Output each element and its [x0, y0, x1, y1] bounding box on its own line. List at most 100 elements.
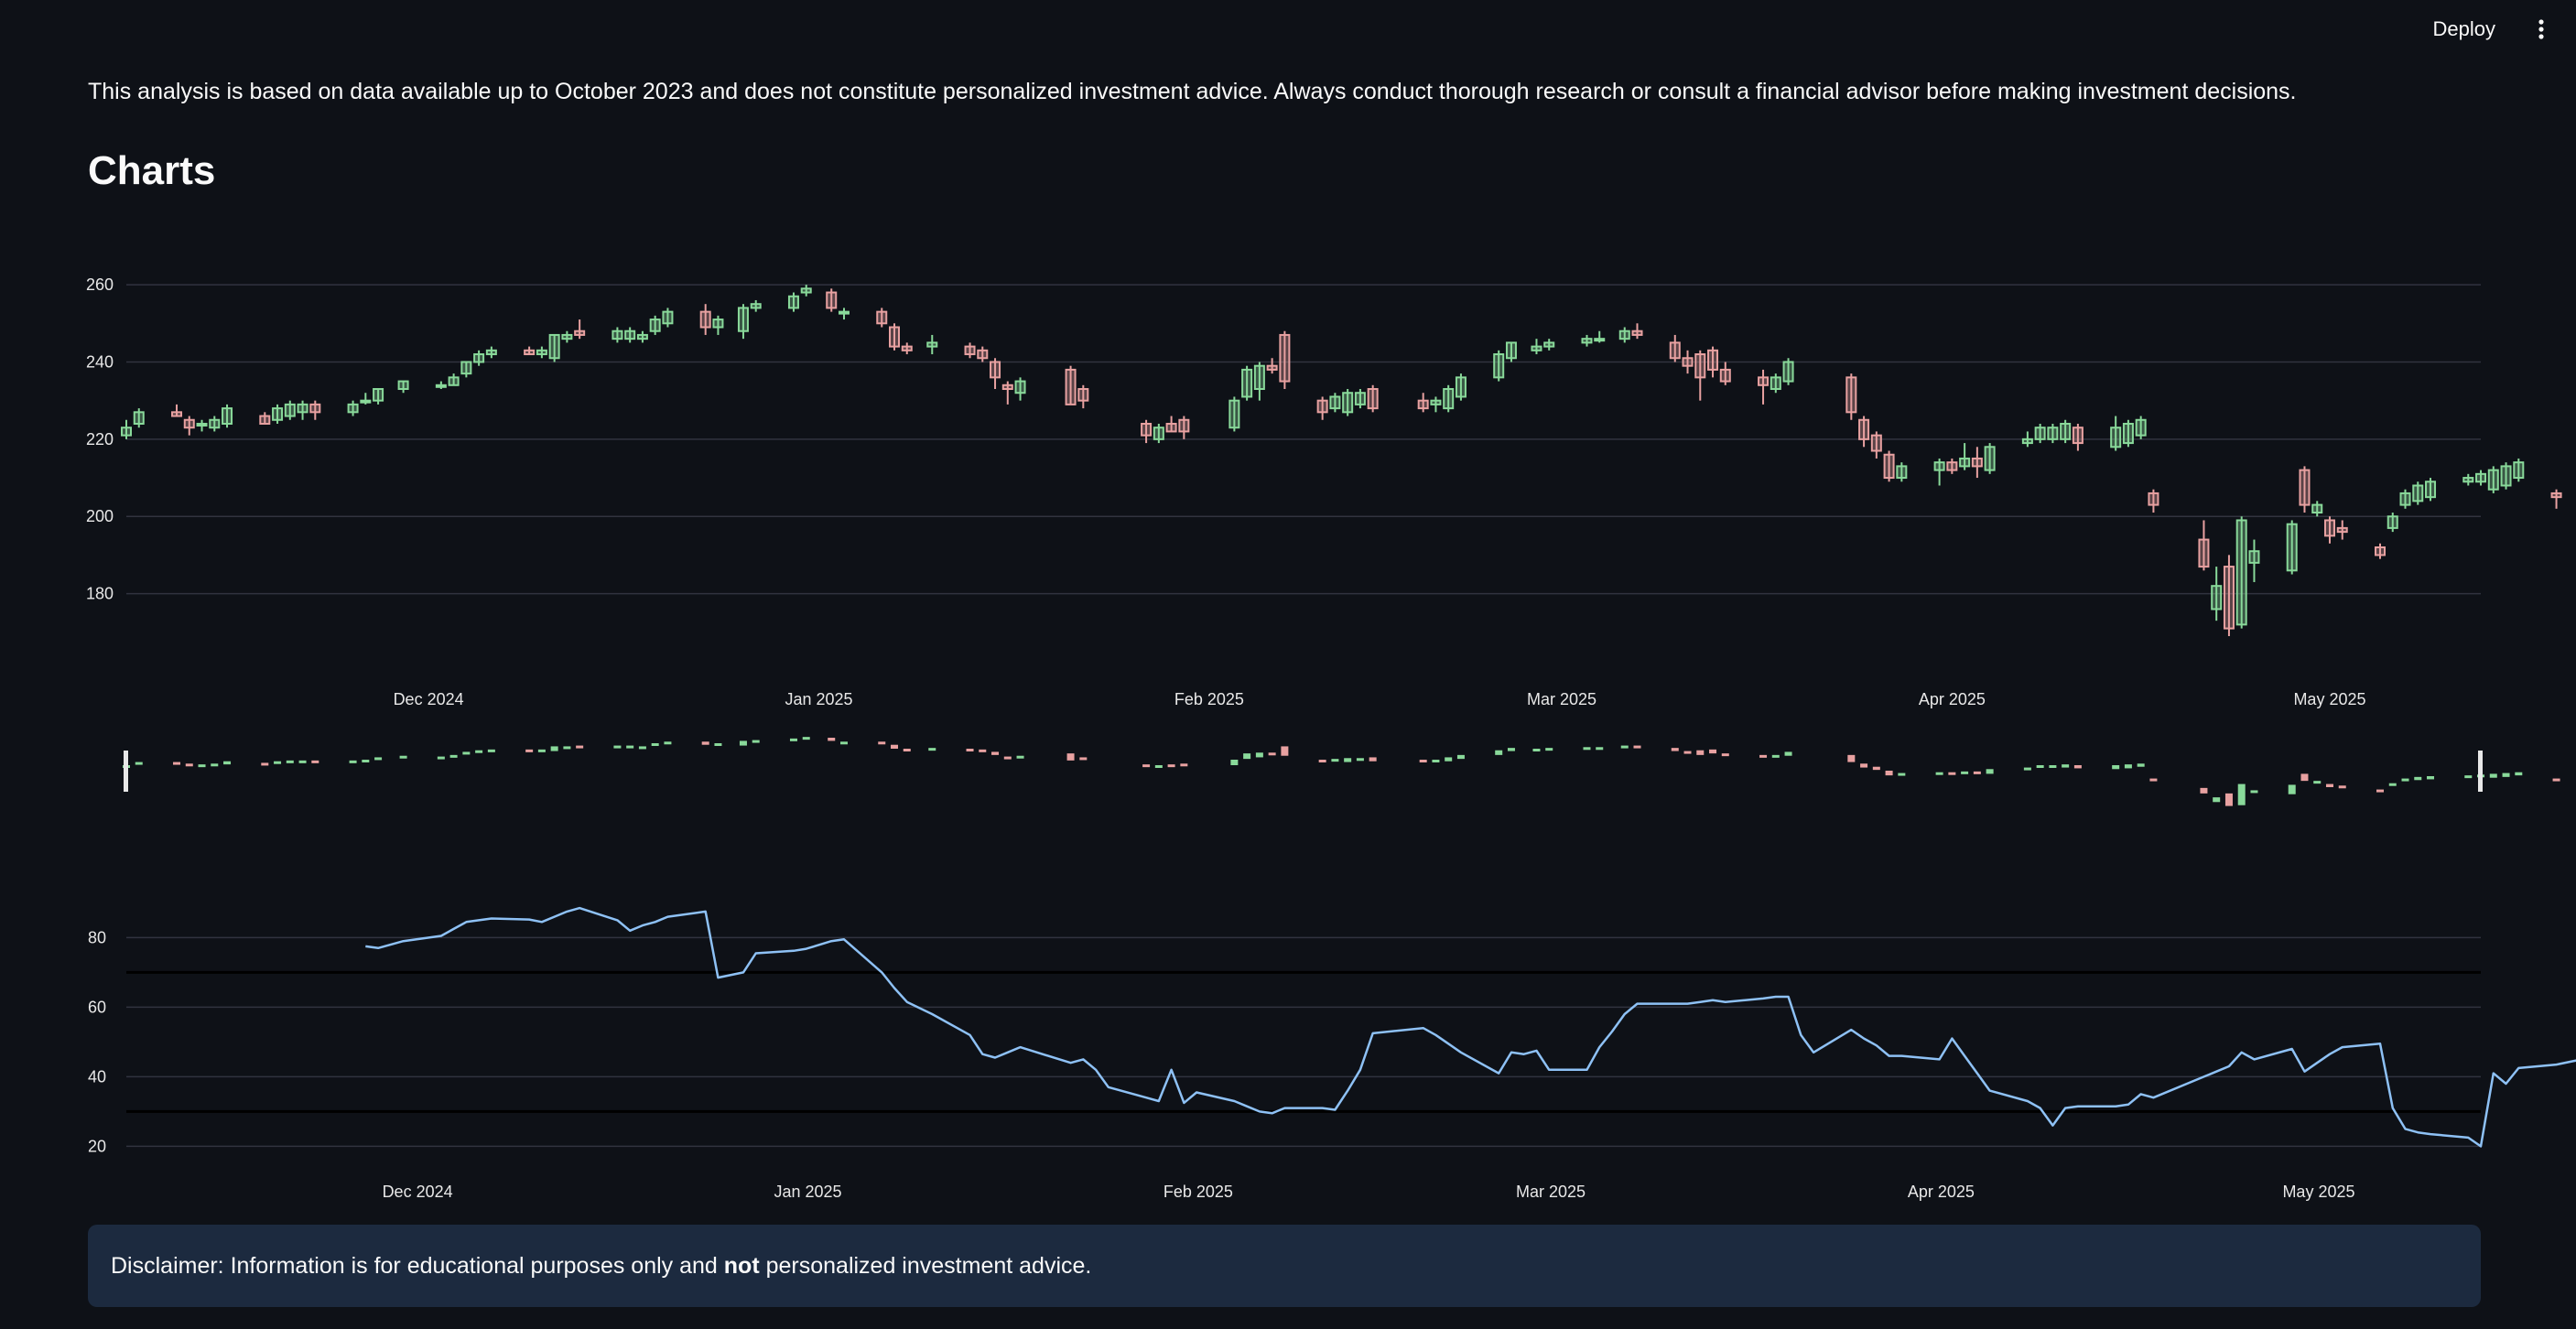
candlestick [1266, 358, 1278, 374]
candlestick [2550, 489, 2562, 509]
range-slider-mini-candle [286, 760, 294, 763]
candlestick [2286, 520, 2298, 575]
range-slider-mini-candle [664, 741, 672, 745]
range-slider-mini-candle [638, 746, 646, 750]
range-slider-mini-candle [1948, 772, 1956, 775]
range-slider-mini-candle [701, 741, 709, 745]
candlestick [1594, 330, 1606, 343]
range-slider-mini-candle [1885, 771, 1893, 776]
candlestick [2148, 489, 2159, 513]
candlestick [1253, 362, 1265, 401]
disclaimer-text: Disclaimer: Information is for education… [111, 1253, 1091, 1280]
range-slider-mini-candle [1872, 766, 1880, 771]
candlestick [1493, 350, 1505, 382]
range-slider-preview[interactable] [123, 737, 2576, 806]
candlestick [1430, 396, 1442, 413]
candlestick-x-tick-label: Dec 2024 [394, 690, 464, 708]
range-slider-mini-candle [1961, 771, 1969, 774]
range-slider-mini-candle [311, 760, 319, 763]
candlestick [1618, 327, 1630, 343]
disclaimer-emphasis: not [723, 1252, 760, 1279]
vertical-ellipsis-icon[interactable] [2525, 13, 2558, 46]
candlestick [1316, 396, 1328, 420]
range-slider-mini-candle [1495, 750, 1503, 755]
deploy-button[interactable]: Deploy [2419, 10, 2510, 49]
candlestick [347, 400, 359, 416]
range-slider-mini-candle [1456, 754, 1465, 760]
top-toolbar: Deploy [2419, 0, 2576, 59]
candlestick [926, 334, 938, 355]
candlestick [448, 373, 460, 386]
candlestick [1543, 339, 1555, 351]
rsi-x-tick-label: Apr 2025 [1908, 1183, 1975, 1201]
range-slider-mini-candle [2250, 790, 2258, 794]
candlestick [2110, 416, 2122, 451]
range-slider-mini-candle [1633, 745, 1641, 749]
rsi-y-axis: 20 40 60 80 [88, 928, 106, 1155]
candlestick-x-tick-label: Jan 2025 [785, 690, 852, 708]
rsi-gridlines [126, 936, 2481, 1148]
candlestick [1241, 365, 1253, 401]
range-slider-mini-candle [2427, 776, 2435, 780]
range-slider-mini-candle [1683, 751, 1692, 754]
candlestick-x-tick-label: Feb 2025 [1174, 690, 1244, 708]
candlestick [2198, 520, 2210, 571]
range-slider-mini-candle [1432, 760, 1440, 762]
candlestick [272, 404, 284, 424]
vertical-ellipsis-glyph [2538, 19, 2544, 39]
candlestick [1443, 384, 1455, 413]
candlestick [2311, 501, 2323, 517]
rsi-x-tick-label: Jan 2025 [774, 1183, 841, 1201]
range-slider-mini-candle [1369, 757, 1377, 762]
range-slider-mini-candle [2489, 773, 2497, 778]
range-slider-mini-candle [1709, 749, 1717, 754]
candlestick [990, 358, 1001, 390]
range-slider-mini-candle [2237, 783, 2246, 805]
candlestick [2513, 458, 2525, 482]
range-slider-mini-candle [752, 740, 760, 743]
rsi-y-tick-label: 20 [88, 1137, 106, 1155]
candlestick [397, 380, 409, 394]
range-slider-right-handle[interactable] [2478, 751, 2483, 792]
range-slider-mini-candle [789, 738, 797, 741]
candlestick [699, 304, 711, 335]
candlestick [1014, 377, 1026, 401]
candlestick [1845, 373, 1857, 420]
candlestick-series [121, 285, 2562, 637]
range-slider-mini-candle [2313, 781, 2322, 784]
rsi-y-tick-label: 40 [88, 1067, 106, 1086]
range-slider-left-handle[interactable] [124, 751, 128, 792]
candlestick [1001, 381, 1013, 405]
candlestick [2047, 423, 2059, 444]
range-slider-mini-candle [626, 745, 634, 749]
range-slider-mini-candle [802, 737, 810, 740]
candlestick [1858, 416, 1870, 448]
candlestick [1141, 419, 1153, 444]
range-slider-mini-candle [1532, 749, 1541, 751]
candlestick [1933, 458, 1945, 486]
range-slider-mini-candle [828, 738, 836, 741]
range-slider-mini-candle [1507, 748, 1515, 751]
range-slider-mini-candle [211, 763, 219, 767]
range-slider-mini-candle [2149, 778, 2158, 782]
candlestick [485, 346, 497, 359]
candlestick [2475, 470, 2487, 486]
candlestick-x-tick-label: Apr 2025 [1919, 690, 1986, 708]
range-slider-mini-candle [437, 756, 445, 760]
candlestick [1367, 384, 1379, 413]
candlestick [2425, 478, 2437, 502]
range-slider-mini-candle [2023, 767, 2031, 771]
range-slider-mini-candle [1167, 764, 1175, 768]
candlestick [360, 393, 372, 405]
range-slider-mini-candle [1079, 757, 1088, 761]
candlestick [1581, 334, 1593, 347]
range-slider-mini-candle [1344, 758, 1352, 762]
candlestick [787, 292, 799, 312]
candlestick [737, 304, 749, 340]
candlestick [2462, 473, 2474, 486]
range-slider-mini-candle [1935, 772, 1943, 775]
range-slider-mini-candle [979, 749, 987, 752]
range-slider-mini-candle [374, 757, 383, 761]
disclaimer-callout: Disclaimer: Information is for education… [88, 1225, 2481, 1307]
